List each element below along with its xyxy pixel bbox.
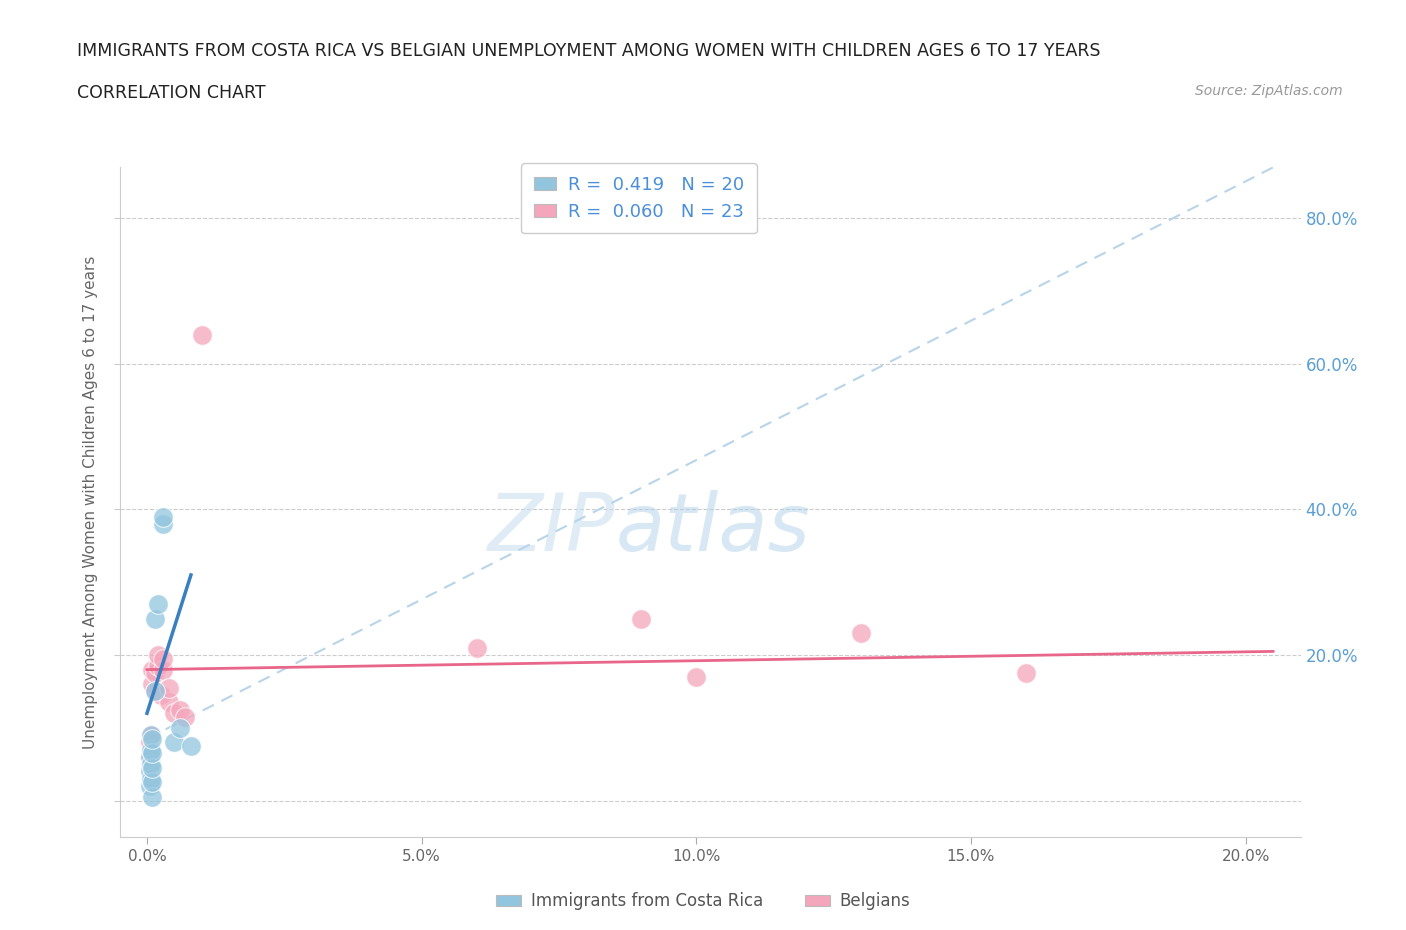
- Point: [163, 706, 186, 721]
- Point: [141, 775, 163, 790]
- Point: [146, 597, 169, 612]
- Point: [157, 681, 180, 696]
- Point: [180, 738, 202, 753]
- Point: [141, 727, 163, 742]
- Point: [141, 727, 163, 742]
- Point: [141, 731, 163, 746]
- Point: [143, 666, 166, 681]
- Point: [849, 626, 872, 641]
- Point: [1015, 666, 1038, 681]
- Point: [191, 327, 214, 342]
- Point: [138, 750, 160, 764]
- Point: [163, 735, 186, 750]
- Point: [138, 735, 160, 750]
- Point: [143, 684, 166, 698]
- Point: [174, 710, 197, 724]
- Point: [138, 764, 160, 779]
- Point: [138, 750, 160, 764]
- Point: [141, 677, 163, 692]
- Text: IMMIGRANTS FROM COSTA RICA VS BELGIAN UNEMPLOYMENT AMONG WOMEN WITH CHILDREN AGE: IMMIGRANTS FROM COSTA RICA VS BELGIAN UN…: [77, 42, 1101, 60]
- Point: [141, 771, 163, 786]
- Point: [143, 684, 166, 698]
- Legend: R =  0.419   N = 20, R =  0.060   N = 23: R = 0.419 N = 20, R = 0.060 N = 23: [522, 163, 756, 233]
- Point: [141, 662, 163, 677]
- Point: [141, 761, 163, 776]
- Point: [152, 651, 174, 666]
- Point: [152, 662, 174, 677]
- Point: [146, 658, 169, 673]
- Point: [141, 790, 163, 804]
- Point: [152, 516, 174, 531]
- Text: atlas: atlas: [616, 490, 810, 568]
- Point: [685, 670, 707, 684]
- Point: [149, 687, 172, 702]
- Point: [141, 746, 163, 761]
- Text: Source: ZipAtlas.com: Source: ZipAtlas.com: [1195, 84, 1343, 98]
- Point: [169, 702, 191, 717]
- Point: [169, 721, 191, 736]
- Point: [141, 742, 163, 757]
- Point: [465, 641, 488, 656]
- Legend: Immigrants from Costa Rica, Belgians: Immigrants from Costa Rica, Belgians: [489, 885, 917, 917]
- Text: CORRELATION CHART: CORRELATION CHART: [77, 84, 266, 101]
- Point: [143, 611, 166, 626]
- Point: [146, 647, 169, 662]
- Point: [138, 778, 160, 793]
- Point: [152, 510, 174, 525]
- Point: [630, 611, 652, 626]
- Y-axis label: Unemployment Among Women with Children Ages 6 to 17 years: Unemployment Among Women with Children A…: [83, 256, 98, 749]
- Text: ZIP: ZIP: [488, 490, 616, 568]
- Point: [141, 757, 163, 772]
- Point: [157, 695, 180, 710]
